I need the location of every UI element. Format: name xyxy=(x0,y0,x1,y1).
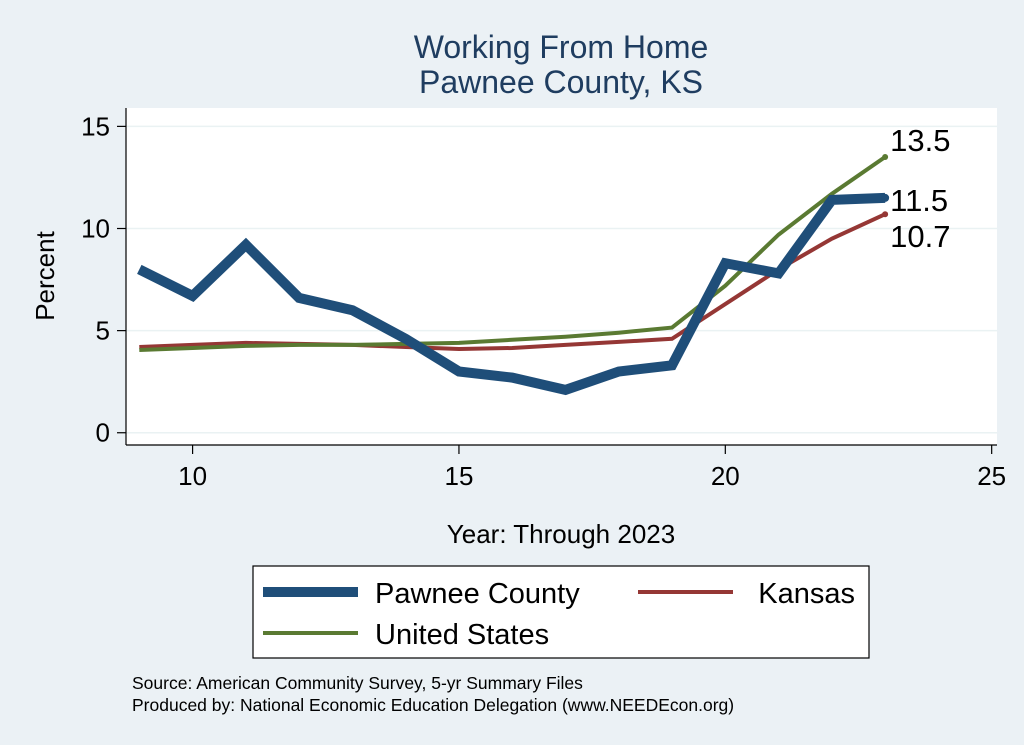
series-line-2 xyxy=(139,155,887,352)
end-label-1: 10.7 xyxy=(890,219,950,254)
plot-area xyxy=(126,108,997,445)
series-line-0 xyxy=(137,192,886,396)
legend-label-0: Pawnee County xyxy=(375,578,580,610)
series-end-point-1 xyxy=(882,211,889,218)
y-tick-label: 10 xyxy=(81,214,110,244)
legend-label-1: Kansas xyxy=(758,578,855,610)
y-tick-label: 0 xyxy=(96,418,110,448)
x-tick-label: 25 xyxy=(977,461,1006,491)
x-tick-label: 10 xyxy=(178,461,207,491)
end-label-0: 11.5 xyxy=(890,183,948,218)
x-tick-label: 20 xyxy=(711,461,740,491)
x-axis-title: Year: Through 2023 xyxy=(447,519,675,549)
grid xyxy=(126,125,997,434)
end-labels: 11.510.7 13.5 xyxy=(890,123,950,254)
axes: 0 5 10 15 10 15 20 25 xyxy=(81,108,1006,491)
source-line-2: Produced by: National Economic Education… xyxy=(132,695,734,715)
legend-box xyxy=(252,565,870,659)
y-axis-title: Percent xyxy=(30,230,60,320)
x-tick-label: 15 xyxy=(444,461,473,491)
series-line-1 xyxy=(139,212,886,352)
series-lines xyxy=(137,154,890,396)
legend: Pawnee County Kansas United States xyxy=(263,578,855,651)
end-label-2: 13.5 xyxy=(890,123,950,158)
legend-label-2: United States xyxy=(375,619,549,651)
chart-title: Working From Home xyxy=(414,29,709,65)
y-tick-label: 15 xyxy=(81,111,110,141)
source-line-1: Source: American Community Survey, 5-yr … xyxy=(132,673,583,693)
series-end-point-0 xyxy=(881,193,890,202)
series-end-point-2 xyxy=(882,154,889,161)
chart-subtitle: Pawnee County, KS xyxy=(419,64,703,100)
y-tick-label: 5 xyxy=(96,316,110,346)
